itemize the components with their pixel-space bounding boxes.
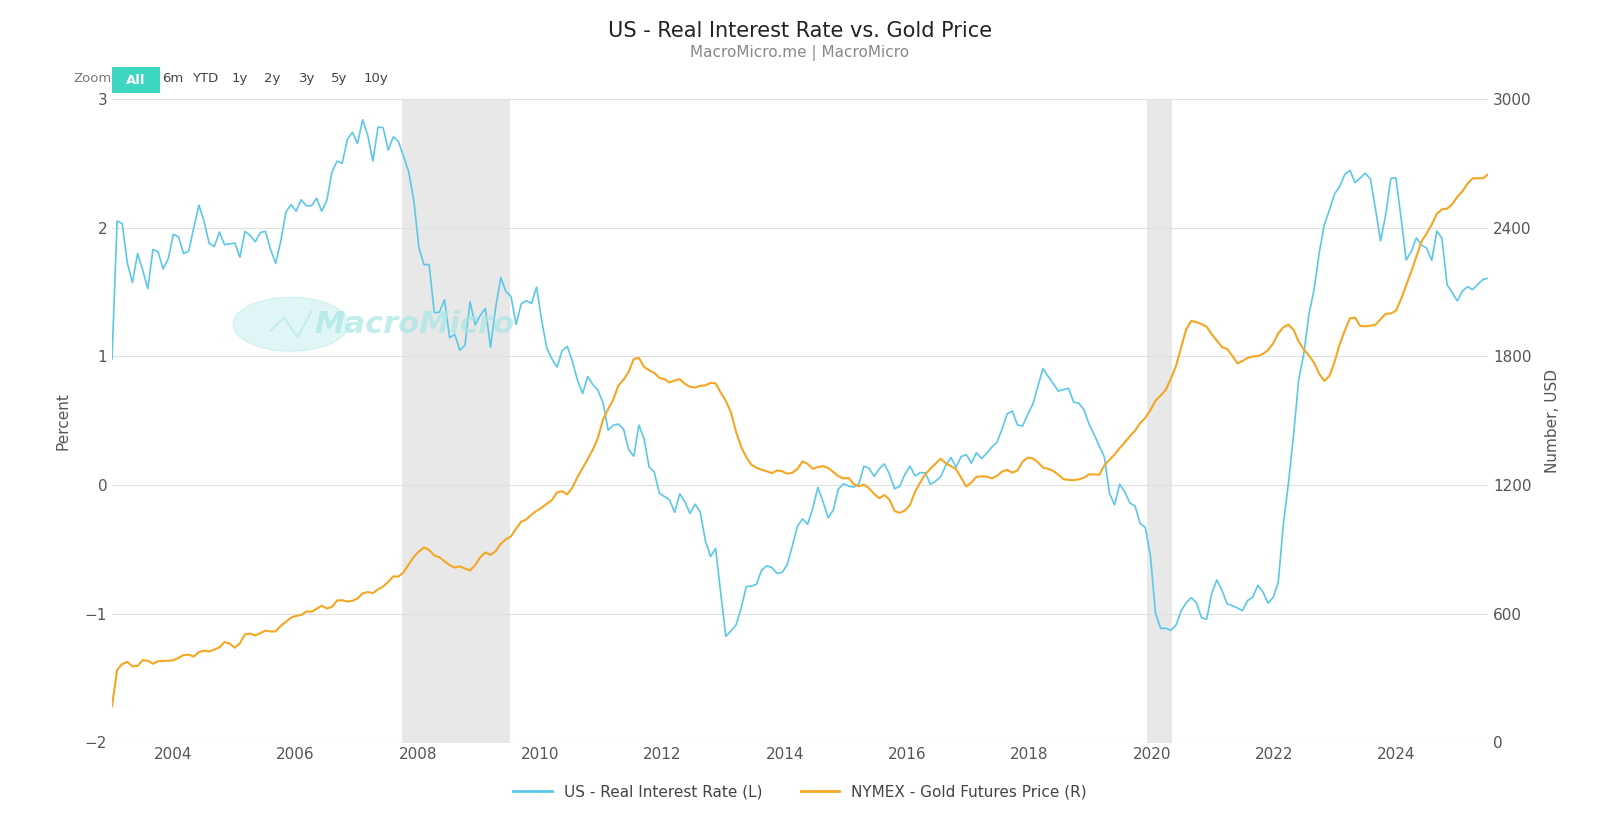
Legend: US - Real Interest Rate (L), NYMEX - Gold Futures Price (R): US - Real Interest Rate (L), NYMEX - Gol… bbox=[507, 779, 1093, 806]
Y-axis label: Number, USD: Number, USD bbox=[1546, 369, 1560, 473]
Bar bbox=[1147, 99, 1171, 742]
Text: MacroMicro.me | MacroMicro: MacroMicro.me | MacroMicro bbox=[691, 45, 909, 61]
Text: All: All bbox=[126, 73, 146, 87]
Text: 10y: 10y bbox=[363, 72, 389, 85]
Y-axis label: Percent: Percent bbox=[56, 392, 70, 450]
Text: US - Real Interest Rate vs. Gold Price: US - Real Interest Rate vs. Gold Price bbox=[608, 21, 992, 40]
Text: 3y: 3y bbox=[299, 72, 315, 85]
Text: MacroMicro: MacroMicro bbox=[315, 309, 515, 339]
Text: 1y: 1y bbox=[232, 72, 248, 85]
Circle shape bbox=[234, 297, 349, 351]
Bar bbox=[403, 99, 509, 742]
Text: YTD: YTD bbox=[192, 72, 218, 85]
Text: Zoom: Zoom bbox=[74, 72, 112, 85]
Text: 2y: 2y bbox=[264, 72, 280, 85]
Text: 5y: 5y bbox=[331, 72, 347, 85]
Text: 6m: 6m bbox=[162, 72, 184, 85]
